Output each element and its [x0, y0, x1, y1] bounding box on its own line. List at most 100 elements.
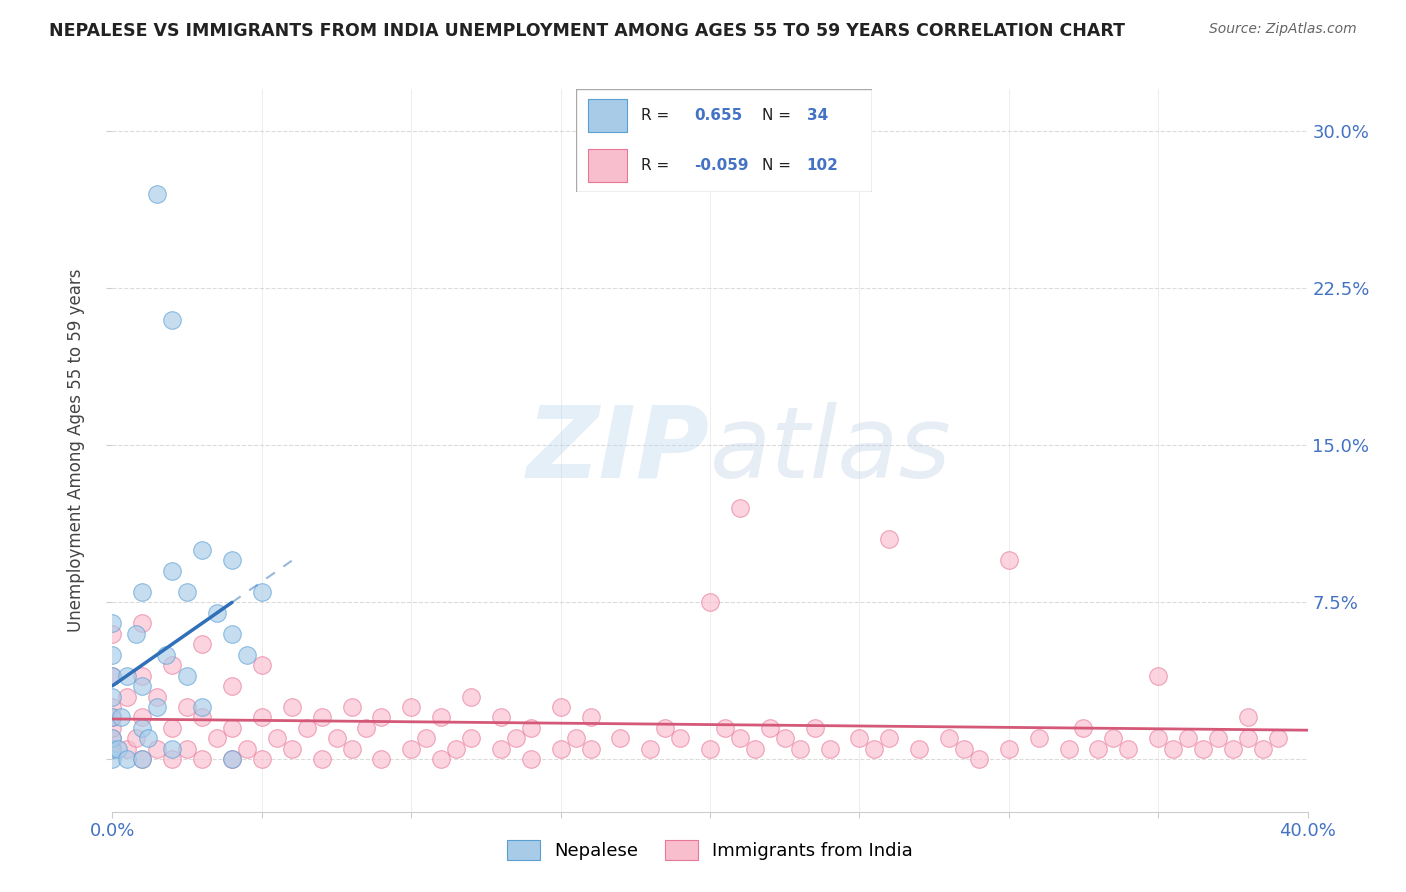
Point	[1161, 742, 1184, 756]
Point	[1177, 731, 1199, 746]
Point	[1057, 742, 1080, 756]
Point	[101, 731, 124, 746]
Point	[444, 742, 467, 756]
Point	[1267, 731, 1289, 746]
Point	[101, 690, 124, 704]
Text: atlas: atlas	[710, 402, 952, 499]
Point	[162, 721, 183, 735]
Point	[311, 752, 333, 766]
Point	[669, 731, 692, 746]
Text: ZIP: ZIP	[527, 402, 710, 499]
Point	[162, 742, 183, 756]
Text: N =: N =	[762, 158, 792, 173]
Point	[191, 710, 214, 724]
Point	[340, 700, 363, 714]
Point	[998, 553, 1021, 567]
Point	[101, 710, 124, 724]
Point	[176, 584, 198, 599]
Point	[699, 742, 721, 756]
Point	[107, 742, 129, 756]
Point	[1073, 721, 1095, 735]
Bar	[588, 149, 627, 181]
Point	[221, 721, 243, 735]
Point	[295, 721, 318, 735]
Point	[221, 626, 243, 640]
Point	[162, 658, 183, 673]
Point	[117, 668, 139, 682]
Point	[744, 742, 766, 756]
Point	[162, 564, 183, 578]
Point	[579, 710, 602, 724]
Point	[221, 679, 243, 693]
Point	[579, 742, 602, 756]
Point	[1102, 731, 1125, 746]
Text: 0.655: 0.655	[695, 108, 742, 123]
Text: R =: R =	[641, 158, 669, 173]
Point	[101, 700, 124, 714]
Point	[1192, 742, 1215, 756]
Point	[191, 637, 214, 651]
Point	[101, 616, 124, 631]
Point	[101, 668, 124, 682]
Point	[1222, 742, 1244, 756]
Point	[550, 742, 572, 756]
Point	[176, 742, 198, 756]
Point	[773, 731, 796, 746]
Point	[101, 668, 124, 682]
Point	[117, 742, 139, 756]
Point	[818, 742, 841, 756]
Point	[370, 710, 392, 724]
Point	[340, 742, 363, 756]
Point	[789, 742, 811, 756]
Point	[131, 752, 153, 766]
Point	[1118, 742, 1140, 756]
Point	[728, 501, 751, 516]
Point	[110, 710, 132, 724]
Point	[101, 710, 124, 724]
Point	[176, 700, 198, 714]
Point	[415, 731, 437, 746]
FancyBboxPatch shape	[576, 89, 872, 192]
Point	[101, 752, 124, 766]
Point	[520, 752, 543, 766]
Point	[131, 721, 153, 735]
Point	[221, 553, 243, 567]
Point	[250, 752, 273, 766]
Point	[205, 731, 228, 746]
Point	[1028, 731, 1050, 746]
Point	[803, 721, 825, 735]
Point	[640, 742, 662, 756]
Point	[998, 742, 1021, 756]
Point	[281, 700, 304, 714]
Point	[101, 742, 124, 756]
Point	[131, 668, 153, 682]
Text: 102: 102	[807, 158, 838, 173]
Point	[250, 658, 273, 673]
Point	[101, 742, 124, 756]
Point	[311, 710, 333, 724]
Text: NEPALESE VS IMMIGRANTS FROM INDIA UNEMPLOYMENT AMONG AGES 55 TO 59 YEARS CORRELA: NEPALESE VS IMMIGRANTS FROM INDIA UNEMPL…	[49, 22, 1125, 40]
Point	[146, 700, 169, 714]
Point	[131, 584, 153, 599]
Point	[1147, 731, 1170, 746]
Point	[250, 584, 273, 599]
Point	[236, 648, 259, 662]
Point	[1087, 742, 1109, 756]
Legend: Nepalese, Immigrants from India: Nepalese, Immigrants from India	[501, 832, 920, 868]
Point	[146, 742, 169, 756]
Point	[460, 690, 482, 704]
Text: 34: 34	[807, 108, 828, 123]
Point	[848, 731, 870, 746]
Point	[759, 721, 782, 735]
Point	[138, 731, 160, 746]
Point	[101, 731, 124, 746]
Point	[131, 752, 153, 766]
Point	[699, 595, 721, 609]
Point	[1251, 742, 1274, 756]
Point	[131, 710, 153, 724]
Point	[505, 731, 527, 746]
Point	[460, 731, 482, 746]
Point	[1206, 731, 1229, 746]
Point	[879, 533, 901, 547]
Text: -0.059: -0.059	[695, 158, 749, 173]
